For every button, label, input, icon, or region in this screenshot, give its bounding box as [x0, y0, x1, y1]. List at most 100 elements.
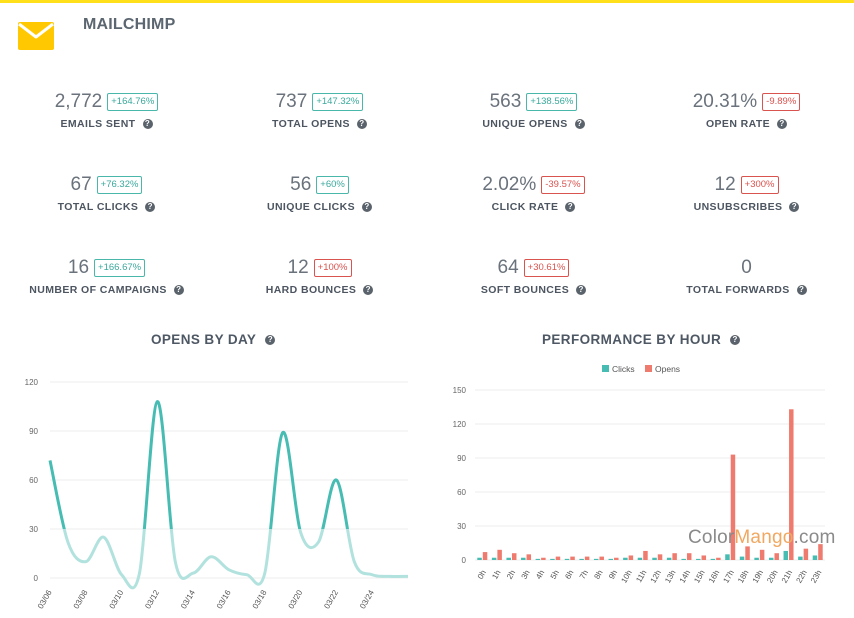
x-tick-label: 03/10 — [108, 588, 126, 610]
x-tick-label: 0h — [476, 569, 488, 581]
metric-card: 64 +30.61% SOFT BOUNCES? — [427, 256, 640, 296]
bar-opens — [730, 454, 736, 560]
change-badge: +300% — [740, 176, 779, 194]
metric-value: 64 — [497, 257, 519, 278]
top-accent-bar — [0, 0, 854, 3]
bar-opens — [803, 548, 809, 560]
y-tick-label: 90 — [457, 454, 466, 463]
opens-by-day-chart: 0 30 60 90 120 03/06 03/08 03/10 03/12 03/14 03/16… — [25, 378, 409, 610]
bar-clicks — [798, 556, 803, 560]
metric-value: 67 — [70, 174, 92, 195]
bar-clicks — [564, 558, 570, 560]
x-tick-label: 13h — [663, 569, 677, 585]
performance-by-hour-chart: 0 30 60 90 120 150 Clicks Opens 0h 1h 2h 3h 4h 5h 6h 7h… — [453, 364, 825, 585]
help-icon[interactable]: ? — [565, 202, 576, 212]
help-icon[interactable]: ? — [363, 285, 374, 295]
x-tick-label: 03/14 — [179, 588, 197, 610]
bar-clicks — [696, 558, 701, 560]
x-tick-label: 7h — [578, 569, 590, 581]
bar-clicks — [666, 557, 672, 560]
help-icon[interactable]: ? — [173, 285, 184, 295]
help-icon[interactable]: ? — [142, 119, 153, 129]
change-badge: +164.76% — [107, 93, 159, 111]
help-icon[interactable]: ? — [576, 285, 587, 295]
bar-opens — [759, 549, 765, 560]
y-tick-label: 120 — [453, 420, 467, 429]
help-icon[interactable]: ? — [356, 119, 367, 129]
x-tick-label: 6h — [563, 569, 575, 581]
metric-label: TOTAL CLICKS — [57, 201, 139, 213]
bar-opens — [686, 553, 692, 560]
x-tick-label: 03/06 — [36, 588, 54, 610]
bar-opens — [541, 557, 546, 560]
bar-clicks — [579, 558, 584, 560]
y-tick-label: 30 — [457, 522, 466, 531]
metric-value: 12 — [287, 257, 309, 278]
bar-clicks — [550, 558, 555, 560]
help-icon[interactable]: ? — [574, 119, 585, 129]
metric-value: 563 — [489, 91, 522, 112]
help-icon[interactable]: ? — [730, 334, 741, 345]
x-tick-label: 5h — [549, 569, 561, 581]
legend-swatch — [645, 365, 652, 372]
metric-label: EMAILS SENT — [60, 118, 136, 130]
app-title: MAILCHIMP — [83, 16, 176, 33]
x-tick-label: 03/24 — [358, 588, 376, 610]
metric-card: 563 +138.56% UNIQUE OPENS? — [427, 90, 640, 130]
y-tick-label: 120 — [25, 378, 39, 387]
x-tick-label: 03/12 — [143, 588, 161, 610]
bar-opens — [745, 546, 750, 560]
x-tick-label: 23h — [809, 569, 823, 585]
y-tick-label: 60 — [457, 488, 466, 497]
bar-clicks — [754, 557, 759, 560]
change-badge: -9.89% — [762, 93, 801, 111]
bar-clicks — [739, 556, 745, 560]
bar-clicks — [608, 558, 614, 560]
metric-card: 12 +300% UNSUBSCRIBES? — [640, 173, 853, 213]
y-tick-label: 30 — [29, 525, 38, 534]
bar-clicks — [637, 557, 643, 560]
y-tick-label: 90 — [29, 427, 38, 436]
metric-card: 2.02% -39.57% CLICK RATE? — [427, 173, 640, 213]
change-badge: -39.57% — [541, 176, 585, 194]
bar-clicks — [521, 557, 526, 560]
metric-label: TOTAL FORWARDS — [686, 284, 790, 296]
metric-card: 16 +166.67% NUMBER OF CAMPAIGNS? — [0, 256, 213, 296]
bar-opens — [497, 549, 502, 560]
x-tick-label: 17h — [721, 569, 735, 585]
legend-swatch — [602, 365, 609, 372]
help-icon[interactable]: ? — [145, 202, 156, 212]
bar-clicks — [681, 558, 686, 560]
metric-value: 12 — [714, 174, 736, 195]
x-tick-label: 03/16 — [215, 588, 233, 610]
metric-value: 2.02% — [482, 174, 537, 195]
help-icon[interactable]: ? — [789, 202, 800, 212]
x-tick-label: 12h — [649, 569, 663, 585]
bar-opens — [701, 555, 707, 560]
x-tick-label: 4h — [534, 569, 546, 581]
metric-label: UNIQUE CLICKS — [266, 201, 356, 213]
bar-opens — [643, 550, 648, 560]
metric-value: 0 — [741, 257, 752, 278]
metric-card: 0 TOTAL FORWARDS? — [640, 256, 853, 296]
x-tick-label: 14h — [678, 569, 692, 585]
bar-clicks — [623, 557, 628, 560]
x-tick-label: 9h — [607, 569, 619, 581]
help-icon[interactable]: ? — [777, 119, 788, 129]
x-tick-label: 10h — [619, 569, 633, 585]
change-badge: +76.32% — [96, 176, 143, 194]
metric-label: SOFT BOUNCES — [480, 284, 570, 296]
x-tick-label: 16h — [707, 569, 721, 585]
bar-clicks — [477, 557, 482, 560]
help-icon[interactable]: ? — [796, 285, 807, 295]
bar-opens — [628, 555, 634, 560]
help-icon[interactable]: ? — [362, 202, 373, 212]
x-tick-label: 21h — [780, 569, 794, 585]
bar-opens — [716, 557, 721, 560]
bar-clicks — [783, 550, 789, 560]
performance-by-hour-title: PERFORMANCE BY HOUR ? — [542, 332, 741, 347]
bar-clicks — [593, 558, 599, 560]
metric-label: CLICK RATE — [491, 201, 559, 213]
x-tick-label: 20h — [765, 569, 779, 585]
help-icon[interactable]: ? — [265, 334, 276, 345]
